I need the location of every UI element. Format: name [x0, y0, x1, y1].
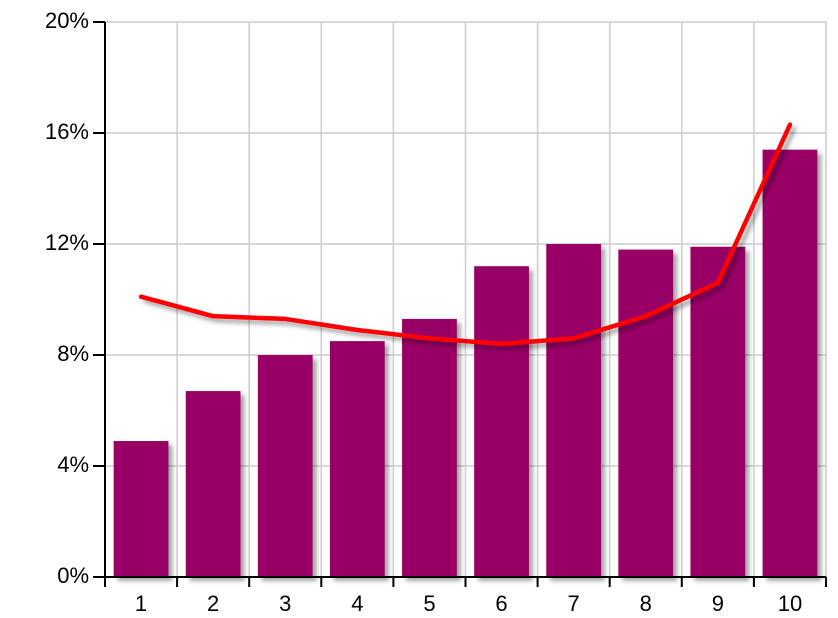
- x-tick-label: 3: [279, 591, 291, 616]
- x-tick-label: 10: [778, 591, 802, 616]
- bar: [185, 391, 241, 577]
- bar: [474, 266, 529, 577]
- bar: [618, 249, 674, 578]
- x-tick-label: 5: [423, 591, 435, 616]
- bar: [113, 441, 169, 577]
- y-tick-label: 8%: [57, 341, 89, 366]
- x-tick-label: 4: [351, 591, 363, 616]
- bar: [762, 149, 818, 577]
- lines: [138, 122, 793, 347]
- bar: [546, 244, 602, 577]
- y-tick-label: 16%: [45, 119, 89, 144]
- line: [138, 122, 793, 347]
- bar: [690, 246, 746, 577]
- bar: [257, 355, 313, 577]
- x-tick-label: 2: [207, 591, 219, 616]
- y-tick-label: 12%: [45, 230, 89, 255]
- bar: [402, 318, 457, 577]
- y-tick-label: 4%: [57, 452, 89, 477]
- y-tick-label: 20%: [45, 8, 89, 33]
- x-tick-label: 6: [495, 591, 507, 616]
- axes: 0% 4% 8% 12% 16% 20% 1 2 3 4 5 6 7 8 9 10: [45, 8, 827, 616]
- bars: [113, 149, 818, 578]
- x-tick-label: 7: [568, 591, 580, 616]
- x-tick-label: 1: [135, 591, 147, 616]
- x-tick-label: 8: [640, 591, 652, 616]
- x-tick-label: 9: [712, 591, 724, 616]
- y-tick-label: 0%: [57, 563, 89, 588]
- bar: [329, 341, 385, 577]
